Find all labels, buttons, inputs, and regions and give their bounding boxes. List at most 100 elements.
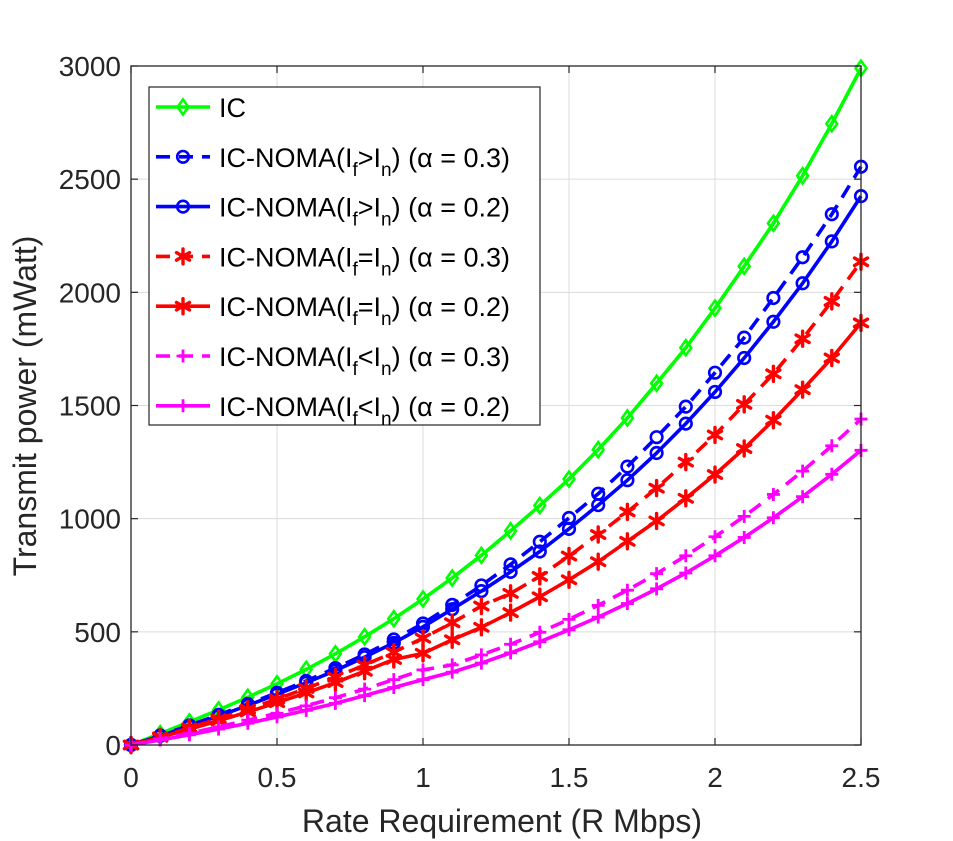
data-point bbox=[445, 568, 460, 588]
data-point bbox=[650, 567, 664, 581]
data-point bbox=[561, 521, 577, 536]
data-point bbox=[765, 411, 782, 430]
data-point bbox=[474, 545, 489, 566]
legend-marker bbox=[175, 149, 191, 164]
legend-label: IC bbox=[219, 93, 246, 123]
data-point bbox=[766, 213, 781, 234]
y-tick-label: 3000 bbox=[59, 51, 121, 82]
legend-label: IC-NOMA(If>In) (α = 0.3) bbox=[219, 143, 510, 181]
legend-entry: IC bbox=[156, 93, 246, 123]
legend-label-part: n bbox=[381, 210, 392, 231]
data-point bbox=[824, 207, 839, 222]
data-point bbox=[794, 329, 811, 348]
data-point bbox=[825, 439, 839, 453]
legend-marker bbox=[176, 349, 190, 363]
data-point bbox=[591, 610, 605, 624]
data-point bbox=[679, 549, 693, 563]
data-point bbox=[415, 589, 431, 609]
legend-label-part: =I bbox=[358, 292, 381, 322]
data-point bbox=[560, 570, 578, 589]
legend-label-part: ) (α = 0.3) bbox=[392, 242, 510, 272]
data-point bbox=[795, 250, 810, 265]
x-tick-label: 2.5 bbox=[842, 762, 881, 793]
data-point bbox=[619, 502, 636, 522]
data-point bbox=[531, 567, 548, 586]
data-point bbox=[182, 728, 196, 742]
series-layer bbox=[122, 58, 870, 755]
legend-label-part: n bbox=[381, 309, 392, 330]
data-point bbox=[737, 350, 752, 366]
data-point bbox=[737, 256, 752, 277]
data-point bbox=[796, 464, 810, 478]
x-tick-label: 1 bbox=[415, 762, 431, 793]
legend-box bbox=[148, 86, 541, 426]
data-point bbox=[414, 628, 432, 648]
data-point bbox=[473, 618, 490, 637]
data-point bbox=[650, 582, 664, 596]
data-point bbox=[299, 703, 313, 717]
data-point bbox=[241, 716, 255, 730]
legend-entry: IC-NOMA(If=In) (α = 0.3) bbox=[156, 242, 510, 280]
legend-label: IC-NOMA(If<In) (α = 0.2) bbox=[219, 392, 510, 430]
data-point bbox=[766, 290, 781, 306]
data-point bbox=[503, 521, 518, 541]
legend-label-part: IC-NOMA(I bbox=[219, 242, 352, 272]
y-tick-label: 2000 bbox=[59, 277, 121, 308]
legend-label-part: ) (α = 0.3) bbox=[392, 143, 510, 173]
legend-label-part: n bbox=[381, 259, 392, 280]
x-tick-label: 0 bbox=[123, 762, 139, 793]
legend-label-part: n bbox=[381, 160, 392, 181]
data-point bbox=[619, 532, 636, 551]
legend-label-part: <I bbox=[358, 392, 381, 422]
data-point bbox=[796, 490, 810, 504]
legend-label-part: IC-NOMA(I bbox=[219, 143, 352, 173]
data-point bbox=[649, 373, 664, 394]
y-tick-label: 0 bbox=[105, 730, 121, 761]
data-point bbox=[358, 689, 372, 703]
data-point bbox=[533, 635, 547, 649]
legend-label-part: IC-NOMA(I bbox=[219, 292, 352, 322]
y-tick-label: 1500 bbox=[59, 391, 121, 422]
data-point bbox=[707, 365, 723, 380]
legend-label-part: ) (α = 0.3) bbox=[392, 342, 510, 372]
data-point bbox=[707, 384, 723, 400]
y-tick-label: 500 bbox=[74, 617, 121, 648]
data-point bbox=[824, 113, 839, 134]
data-point bbox=[677, 489, 694, 508]
data-point bbox=[504, 646, 518, 660]
data-point bbox=[620, 597, 634, 611]
legend-marker bbox=[174, 247, 192, 266]
data-point bbox=[590, 525, 607, 544]
legend-entry: IC-NOMA(If>In) (α = 0.3) bbox=[156, 143, 510, 181]
data-point bbox=[737, 509, 751, 523]
data-point bbox=[824, 234, 839, 249]
data-point bbox=[736, 439, 753, 458]
data-point bbox=[474, 656, 488, 670]
legend-label-part: n bbox=[381, 359, 392, 380]
legend-label: IC-NOMA(If<In) (α = 0.3) bbox=[219, 342, 510, 380]
data-point bbox=[795, 166, 810, 186]
legend-marker bbox=[175, 97, 191, 117]
data-point bbox=[270, 710, 284, 724]
data-point bbox=[620, 459, 635, 474]
data-point bbox=[736, 395, 753, 414]
y-tick-label: 1000 bbox=[59, 504, 121, 535]
data-point bbox=[357, 627, 372, 647]
legend-label: IC-NOMA(If=In) (α = 0.3) bbox=[219, 242, 510, 280]
data-point bbox=[795, 276, 810, 291]
data-point bbox=[766, 511, 780, 525]
data-point bbox=[561, 469, 577, 489]
data-point bbox=[445, 665, 459, 679]
data-point bbox=[765, 364, 782, 384]
data-point bbox=[532, 534, 547, 549]
legend-label-part: f bbox=[352, 359, 358, 380]
x-tick-label: 0.5 bbox=[258, 762, 297, 793]
legend-label-part: >I bbox=[358, 193, 381, 223]
data-point bbox=[562, 623, 576, 637]
data-point bbox=[387, 681, 401, 695]
data-point bbox=[298, 683, 315, 703]
data-point bbox=[502, 603, 519, 622]
axis-ticks: 0 0.5 1 1.5 2 2.5 0 500 1000 1500 2000 2500 3000 bbox=[59, 51, 881, 793]
